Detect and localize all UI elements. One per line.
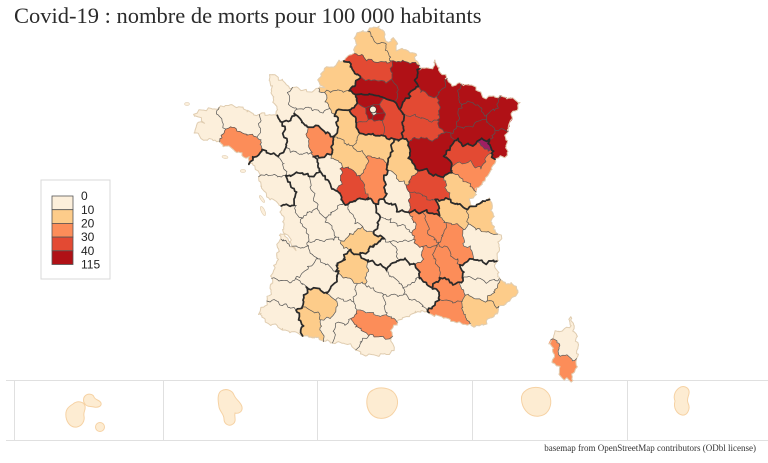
svg-text:10: 10 [81,203,95,217]
svg-text:40: 40 [81,244,95,258]
svg-text:20: 20 [81,217,95,231]
svg-text:115: 115 [81,258,100,272]
svg-text:30: 30 [81,230,95,244]
svg-text:0: 0 [81,189,88,203]
